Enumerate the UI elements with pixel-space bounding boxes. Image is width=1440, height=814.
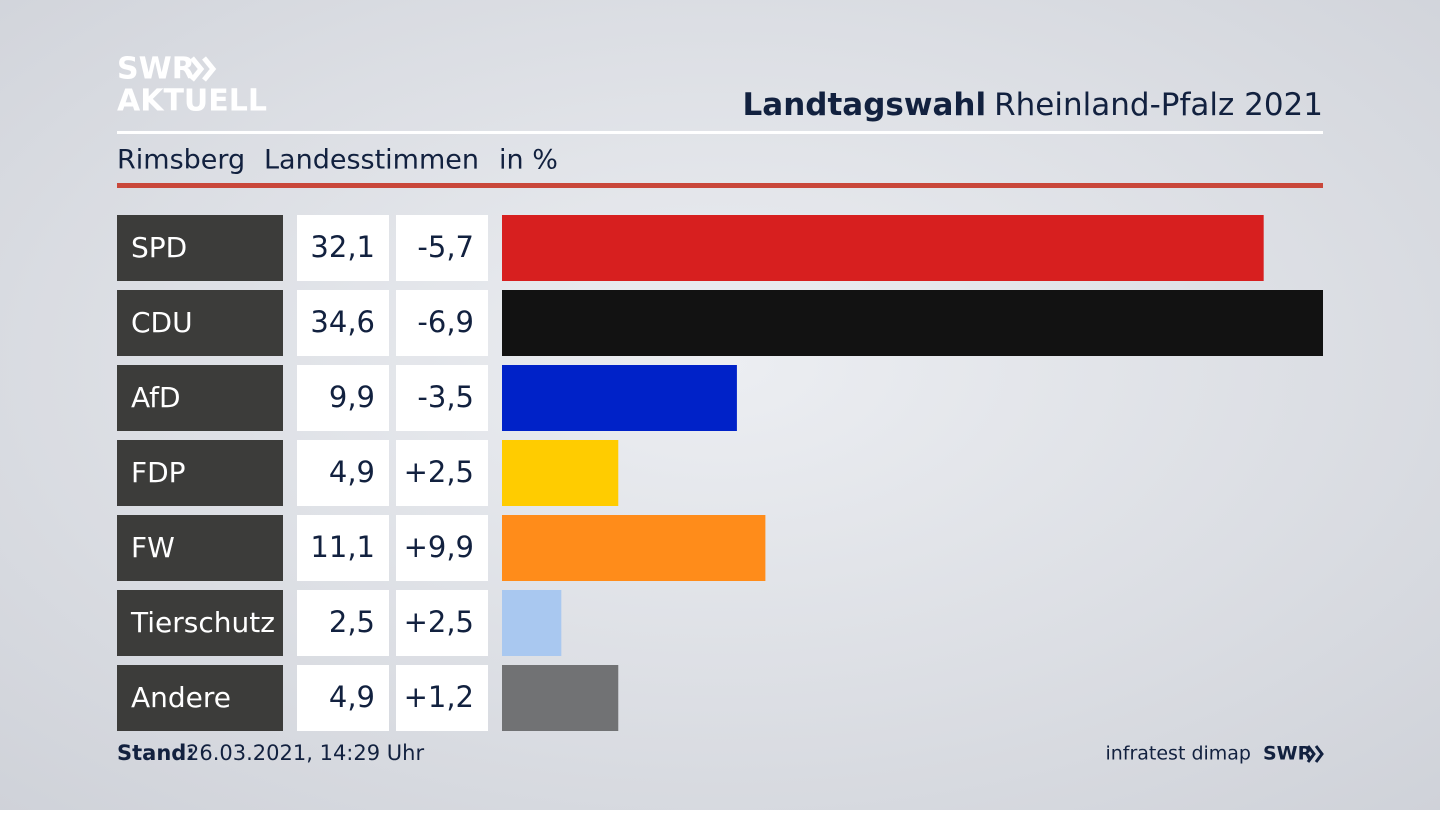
party-label: FDP — [131, 456, 186, 489]
change-box — [396, 365, 488, 431]
title-bold: Landtagswahl — [743, 87, 987, 123]
party-box — [117, 365, 283, 431]
source: infratest dimap — [1105, 743, 1251, 765]
value-label: 4,9 — [329, 680, 375, 714]
source-logo: SWR — [1263, 743, 1313, 765]
party-box — [117, 440, 283, 506]
change-box — [396, 290, 488, 356]
logo-swr: SWR — [117, 52, 195, 87]
value-label: 11,1 — [310, 530, 375, 564]
party-label: AfD — [131, 381, 181, 414]
title-rest: Rheinland-Pfalz 2021 — [994, 87, 1323, 123]
value-box — [297, 365, 389, 431]
value-box — [297, 290, 389, 356]
footer-date: 26.03.2021, 14:29 Uhr — [186, 741, 424, 765]
party-label: CDU — [131, 306, 193, 339]
value-label: 32,1 — [310, 230, 375, 264]
subtitle-rule — [117, 183, 1323, 188]
footer-label: Stand: — [117, 741, 195, 765]
value-box — [297, 515, 389, 581]
source-arrows — [1306, 745, 1324, 763]
party-box — [117, 215, 283, 281]
change-label: -3,5 — [417, 380, 474, 414]
party-label: FW — [131, 531, 175, 564]
bar — [502, 290, 1323, 356]
party-box — [117, 665, 283, 731]
change-box — [396, 215, 488, 281]
logo-aktuell: AKTUELL — [117, 84, 267, 119]
bar — [502, 440, 619, 506]
bar — [502, 665, 619, 731]
change-label: -6,9 — [417, 305, 474, 339]
party-box — [117, 515, 283, 581]
change-box — [396, 590, 488, 656]
party-label: Andere — [131, 681, 231, 714]
change-label: +2,5 — [404, 455, 474, 489]
bar — [502, 515, 766, 581]
change-box — [396, 440, 488, 506]
party-label: Tierschutz — [130, 606, 275, 639]
value-label: 34,6 — [310, 305, 375, 339]
change-label: +9,9 — [404, 530, 474, 564]
bar — [502, 215, 1264, 281]
change-label: -5,7 — [417, 230, 474, 264]
chart-title: Landtagswahl Rheinland-Pfalz 2021 — [743, 87, 1323, 123]
value-label: 4,9 — [329, 455, 375, 489]
value-box — [297, 590, 389, 656]
party-label: SPD — [131, 231, 187, 264]
value-box — [297, 665, 389, 731]
bar — [502, 365, 737, 431]
change-label: +2,5 — [404, 605, 474, 639]
subtitle-unit: in % — [499, 145, 558, 176]
subtitle-place: Rimsberg — [117, 145, 245, 176]
title-rule — [117, 131, 1323, 134]
party-box — [117, 290, 283, 356]
change-label: +1,2 — [404, 680, 474, 714]
value-box — [297, 215, 389, 281]
logo-arrows — [190, 56, 217, 82]
value-box — [297, 440, 389, 506]
change-box — [396, 515, 488, 581]
value-label: 9,9 — [329, 380, 375, 414]
party-box — [117, 590, 283, 656]
bar — [502, 590, 562, 656]
change-box — [396, 665, 488, 731]
value-label: 2,5 — [329, 605, 375, 639]
subtitle-vote: Landesstimmen — [264, 145, 479, 176]
